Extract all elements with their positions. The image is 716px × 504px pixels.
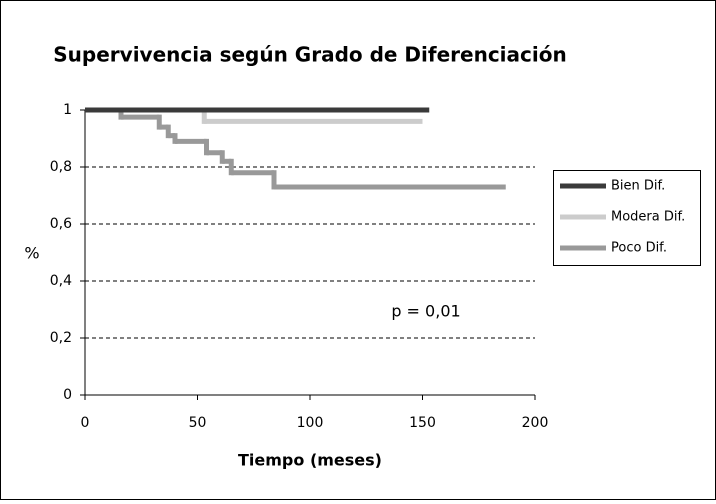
y-axis-label: % — [24, 244, 39, 263]
x-axis-label: Tiempo (meses) — [238, 451, 382, 470]
y-tick-label: 1 — [63, 102, 72, 118]
y-tick-label: 0,6 — [50, 216, 72, 232]
x-tick-label: 0 — [81, 415, 90, 431]
y-tick-label: 0,2 — [50, 330, 72, 346]
legend-label: Poco Dif. — [611, 241, 667, 256]
annotation: p = 0,01 — [391, 302, 460, 321]
chart-title: Supervivencia según Grado de Diferenciac… — [53, 43, 566, 67]
x-tick-label: 100 — [297, 415, 324, 431]
x-tick-label: 50 — [189, 415, 207, 431]
x-tick-label: 150 — [409, 415, 436, 431]
y-tick-label: 0,4 — [50, 273, 72, 289]
x-tick-label: 200 — [522, 415, 549, 431]
y-tick-label: 0,8 — [50, 159, 72, 175]
legend-label: Modera Dif. — [611, 210, 685, 225]
y-tick-label: 0 — [63, 387, 72, 403]
legend-label: Bien Dif. — [611, 179, 665, 194]
